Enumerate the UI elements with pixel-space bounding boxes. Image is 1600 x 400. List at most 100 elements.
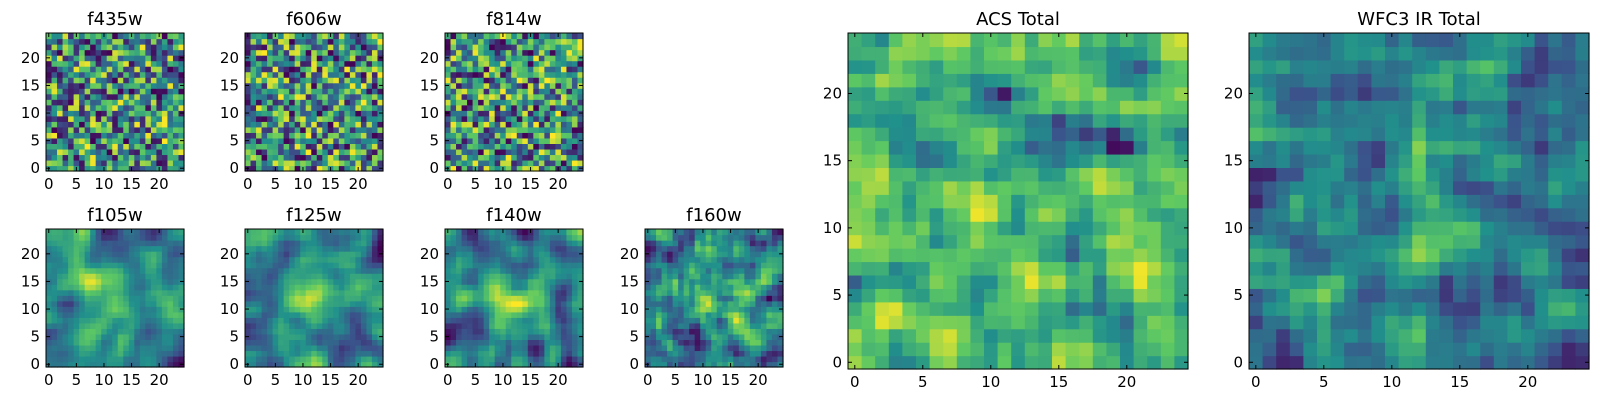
heatmap-cell (478, 38, 485, 45)
heatmap-cell (744, 273, 751, 280)
heatmap-cell (483, 148, 490, 156)
heatmap-cell (139, 71, 146, 78)
heatmap-cell (355, 55, 362, 62)
heatmap-cell (1120, 248, 1135, 263)
heatmap-cell (716, 267, 723, 274)
heatmap-cell (338, 77, 345, 84)
heatmap-cell (311, 344, 318, 352)
heatmap-cell (338, 322, 345, 329)
heatmap-cell (566, 300, 573, 307)
heatmap-cell (672, 306, 679, 313)
heatmap-cell (760, 295, 768, 302)
heatmap-cell (128, 66, 135, 73)
heatmap-cell (511, 60, 518, 67)
y-tick-label: 5 (429, 132, 439, 150)
heatmap-cell (1160, 342, 1175, 357)
heatmap-cell (916, 180, 931, 195)
heatmap-cell (522, 66, 529, 73)
heatmap-cell (489, 234, 496, 241)
heatmap-cell (456, 110, 463, 117)
heatmap-cell (656, 256, 663, 263)
heatmap-cell (533, 273, 540, 280)
heatmap-cell (278, 121, 285, 128)
heatmap-cell (970, 248, 985, 263)
heatmap-cell (327, 251, 334, 258)
heatmap-cell (272, 38, 279, 45)
heatmap-cell (51, 289, 58, 296)
heatmap-cell (134, 93, 141, 100)
heatmap-cell (371, 300, 379, 307)
heatmap-cell (161, 49, 169, 56)
heatmap-cell (689, 273, 696, 280)
heatmap-cell (549, 115, 556, 122)
heatmap-cell (929, 167, 944, 182)
heatmap-cell (694, 350, 701, 357)
heatmap-cell (489, 77, 496, 84)
heatmap-cell (461, 82, 468, 89)
heatmap-cell (777, 289, 784, 296)
heatmap-cell (716, 344, 723, 352)
heatmap-cell (68, 99, 75, 106)
heatmap-cell (167, 333, 174, 340)
heatmap-cell (848, 315, 863, 330)
heatmap-cell (711, 262, 718, 269)
heatmap-cell (555, 251, 562, 258)
heatmap-cell (667, 355, 674, 363)
heatmap-cell (150, 38, 157, 45)
heatmap-cell (289, 126, 296, 133)
heatmap-cell (128, 121, 135, 128)
heatmap-cell (360, 234, 368, 241)
heatmap-cell (101, 104, 108, 111)
heatmap-cell (461, 154, 468, 161)
heatmap-cell (1160, 315, 1175, 330)
heatmap-cell (1024, 315, 1039, 330)
heatmap-cell (683, 350, 690, 357)
heatmap-cell (538, 55, 545, 62)
heatmap-cell (505, 55, 512, 62)
heatmap-cell (566, 132, 573, 139)
heatmap-cell (456, 159, 463, 167)
heatmap-cell (456, 154, 463, 161)
heatmap-cell (51, 110, 58, 117)
heatmap-cell (261, 361, 268, 368)
heatmap-cell (139, 99, 146, 106)
heatmap-cell (478, 267, 485, 274)
heatmap-cell (62, 104, 69, 111)
heatmap-cell (250, 93, 257, 100)
heatmap-cell (489, 115, 496, 122)
heatmap-cell (744, 322, 751, 329)
heatmap-cell (161, 154, 169, 161)
heatmap-cell (571, 350, 579, 357)
heatmap-cell (766, 267, 773, 274)
heatmap-cell (112, 38, 119, 45)
heatmap-cell (760, 262, 768, 269)
heatmap-cell (997, 274, 1012, 289)
heatmap-cell (533, 245, 540, 252)
heatmap-cell (139, 344, 146, 352)
heatmap-cell (461, 328, 468, 335)
heatmap-cell (256, 99, 263, 106)
heatmap-cell (560, 322, 568, 329)
heatmap-cell (172, 49, 180, 56)
heatmap-cell (117, 361, 124, 368)
heatmap-cell (256, 49, 263, 56)
heatmap-cell (267, 289, 274, 296)
heatmap-cell (305, 317, 312, 324)
heatmap-cell (311, 311, 318, 318)
heatmap-cell (445, 104, 452, 111)
heatmap-cell (450, 278, 457, 285)
heatmap-cell (450, 77, 457, 84)
heatmap-cell (73, 38, 80, 45)
heatmap-cell (678, 328, 685, 335)
heatmap-cell (106, 154, 113, 161)
heatmap-cell (161, 60, 169, 67)
heatmap-cell (505, 49, 512, 56)
heatmap-cell (128, 328, 135, 335)
heatmap-cell (95, 355, 102, 363)
heatmap-cell (344, 33, 351, 40)
heatmap-cell (62, 60, 69, 67)
heatmap-cell (683, 251, 690, 258)
heatmap-cell (95, 339, 102, 346)
heatmap-cell (505, 251, 512, 258)
heatmap-cell (1120, 221, 1135, 236)
